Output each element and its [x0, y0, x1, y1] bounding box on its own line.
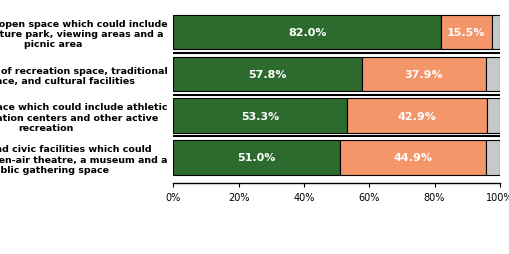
Bar: [173, 57, 361, 91]
Text: 15.5%: 15.5%: [446, 28, 485, 38]
Text: 53.3%: 53.3%: [241, 111, 279, 121]
Text: 42.9%: 42.9%: [397, 111, 436, 121]
Bar: [440, 15, 491, 50]
Text: 44.9%: 44.9%: [393, 153, 432, 163]
Bar: [339, 141, 486, 175]
Text: 57.8%: 57.8%: [248, 69, 287, 80]
Bar: [347, 99, 487, 133]
Bar: [173, 141, 339, 175]
Bar: [487, 99, 499, 133]
Bar: [486, 141, 499, 175]
Text: 37.9%: 37.9%: [404, 69, 442, 80]
Bar: [361, 57, 485, 91]
Bar: [173, 15, 440, 50]
Bar: [173, 99, 347, 133]
Bar: [485, 57, 499, 91]
Text: 82.0%: 82.0%: [288, 28, 326, 38]
Text: 51.0%: 51.0%: [237, 153, 275, 163]
Bar: [491, 15, 499, 50]
